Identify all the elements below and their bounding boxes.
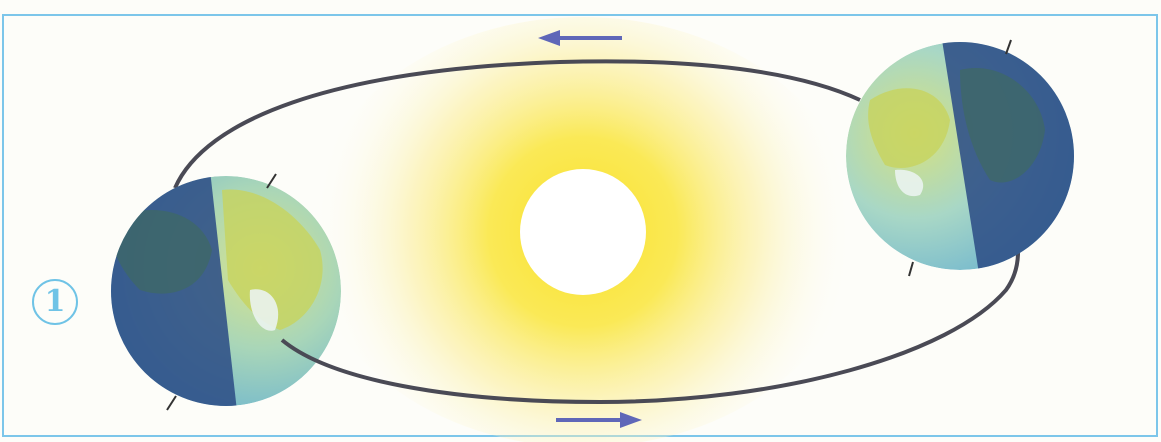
orbit-path-top [173, 59, 861, 189]
earth-right-axis-bottom [908, 261, 914, 277]
orbit-arrow-top [538, 30, 622, 46]
sun [308, 17, 858, 442]
orbit-arrow-bottom [556, 412, 642, 428]
earth-left-axis-bottom [166, 395, 177, 411]
sun-core [520, 169, 646, 295]
earth-right-axis-top [1005, 39, 1012, 55]
figure-number-badge: 1 [32, 279, 78, 325]
earth-left-axis-top [266, 173, 277, 189]
orbit-path-bottom [280, 221, 1021, 405]
earth-right [846, 39, 1074, 277]
earth-left [111, 173, 341, 411]
